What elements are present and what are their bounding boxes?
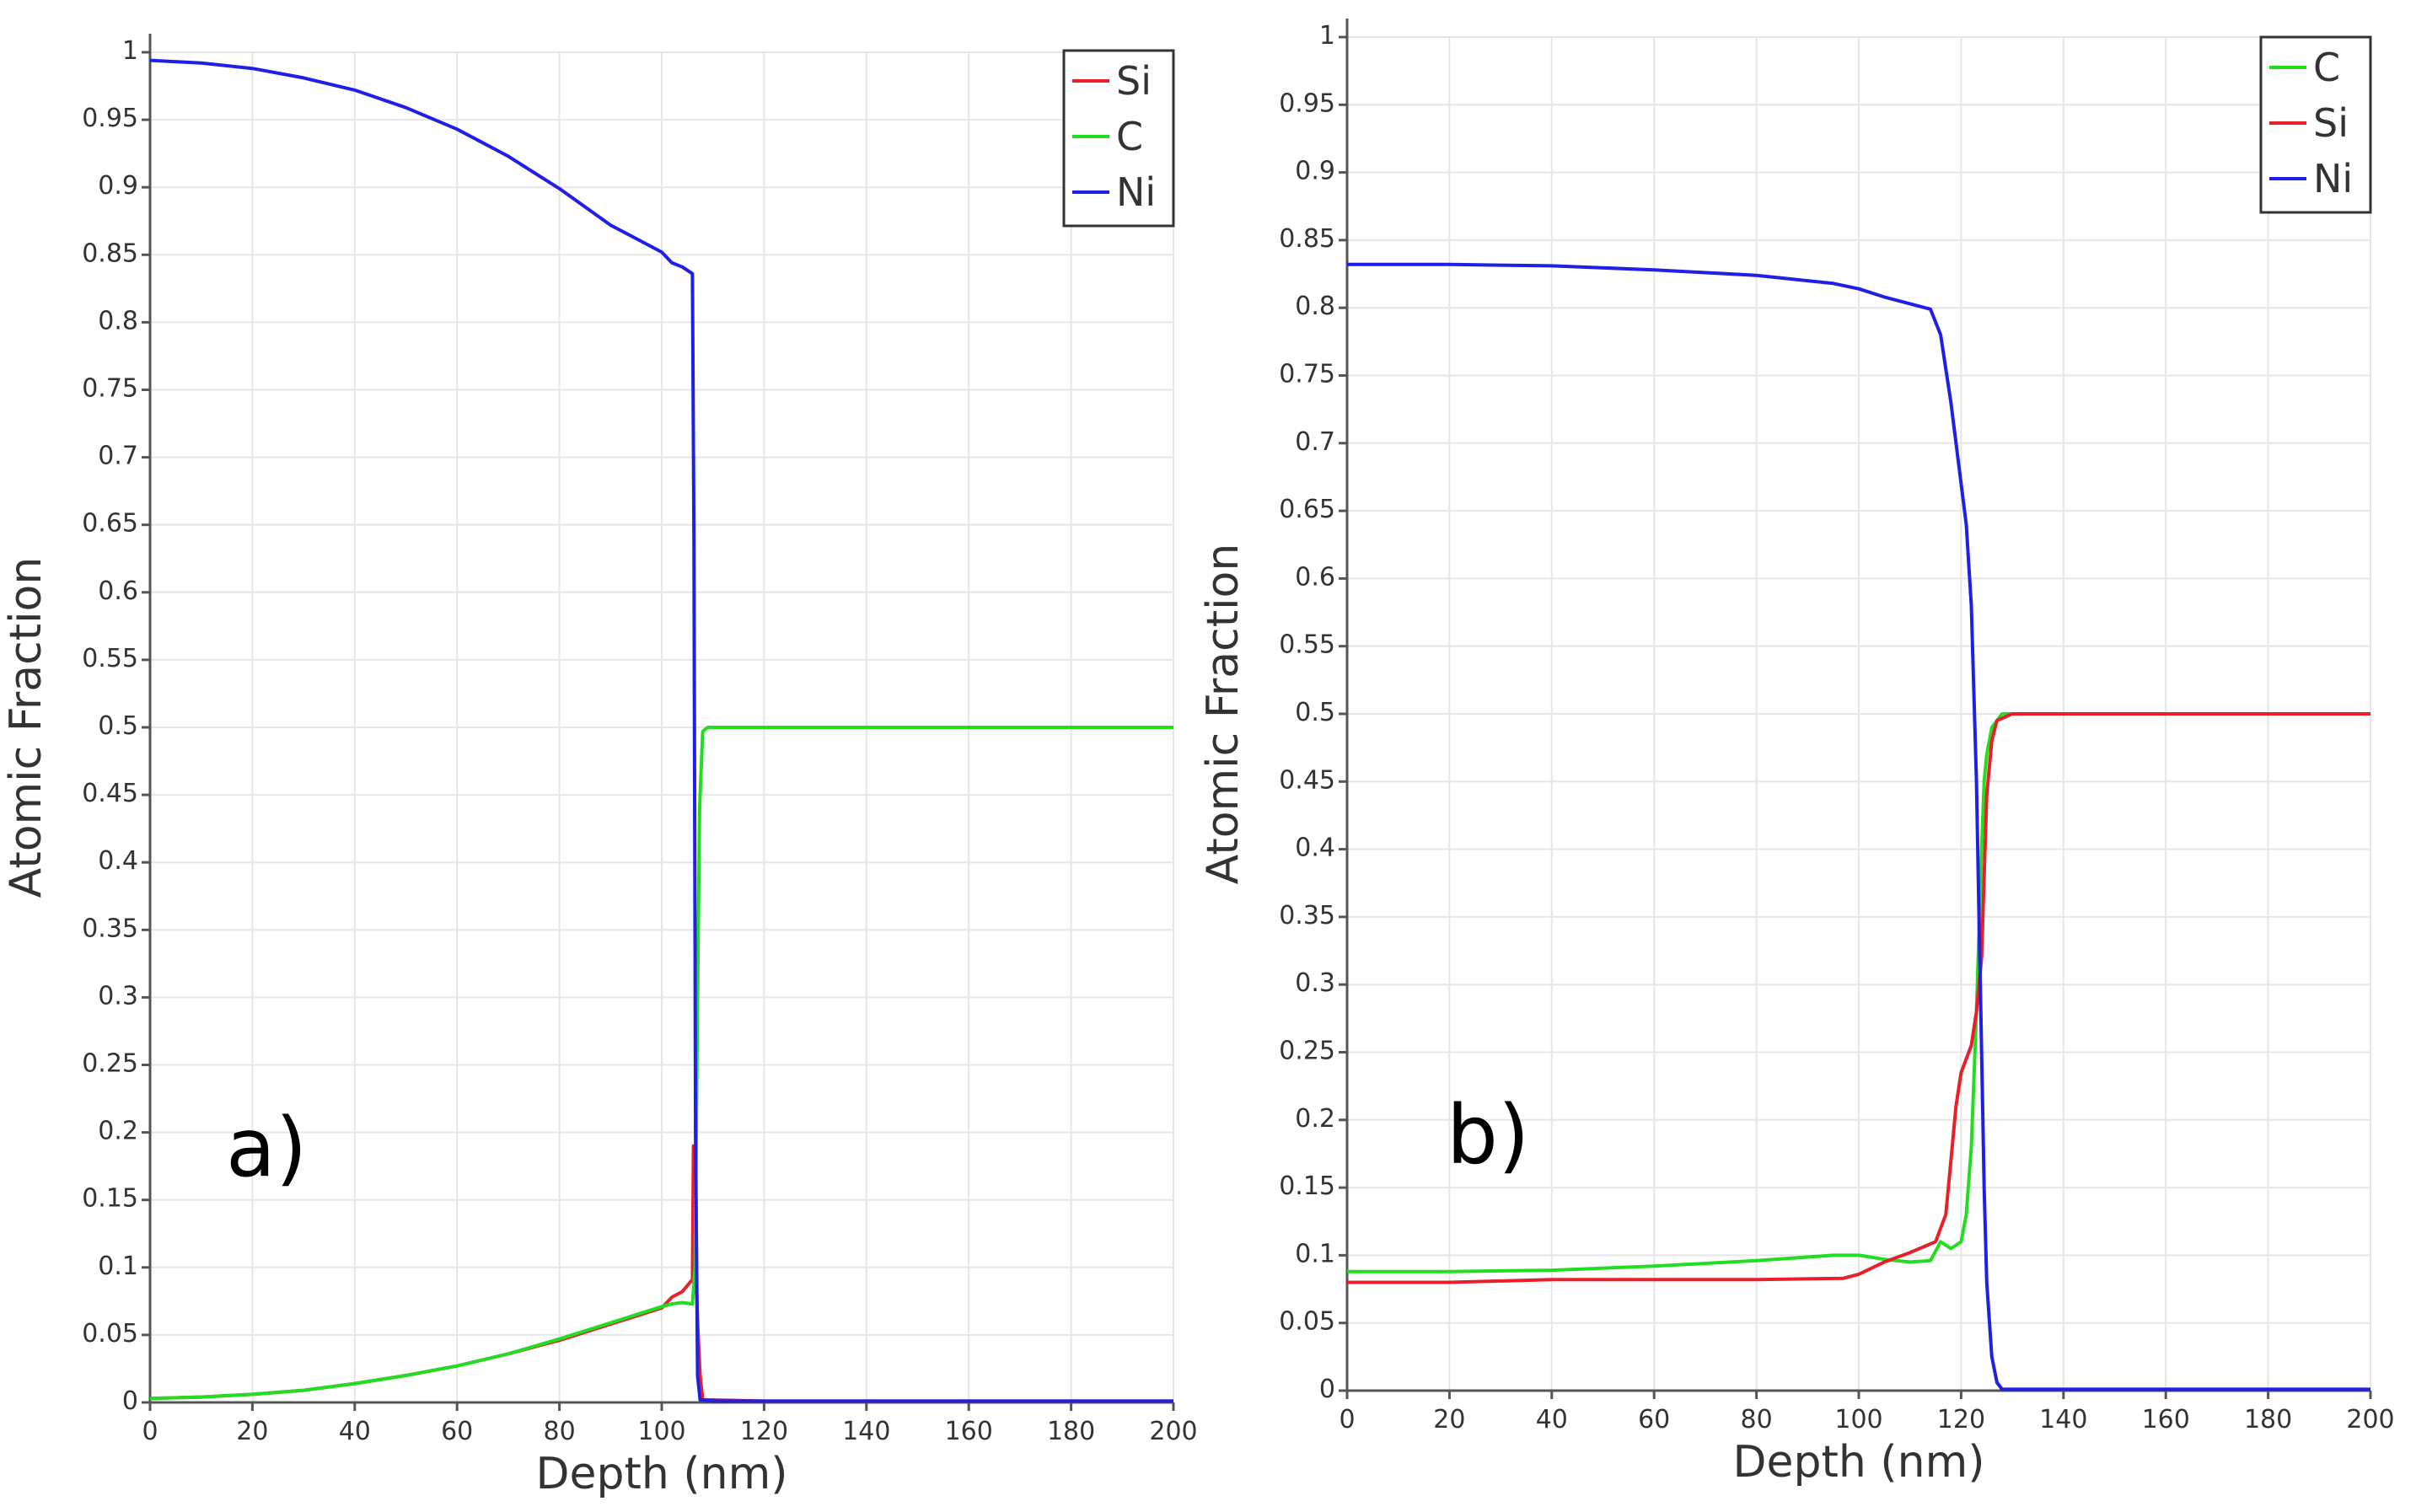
legend-label-ni: Ni: [1116, 169, 1156, 215]
y-tick-label: 0.3: [1295, 968, 1335, 998]
y-axis-title: Atomic Fraction: [1198, 544, 1248, 885]
chart-panel-2: 0 0.05 0.1 0.15 0.2 0.25 0.3 0.35 0.4 0.45 0.5 0.55…: [1198, 19, 2395, 1488]
x-axis-title: Depth (nm): [1732, 1437, 1984, 1488]
y-tick-label: 0.25: [1279, 1037, 1335, 1066]
y-tick-label: 0: [122, 1386, 138, 1416]
y-tick-label: 0.65: [1279, 495, 1335, 524]
x-tick-label: 160: [2142, 1405, 2190, 1434]
x-tick-label: 140: [2039, 1405, 2087, 1434]
y-tick-label: 0.85: [1279, 224, 1335, 254]
y-tick-label: 0.1: [1295, 1239, 1335, 1268]
legend-label-si: Si: [1116, 58, 1152, 104]
y-tick-label: 0.45: [82, 779, 138, 808]
y-tick-label: 0.55: [1279, 630, 1335, 660]
y-tick-label: 0.3: [98, 981, 138, 1011]
y-axis-title: Atomic Fraction: [1, 557, 51, 898]
y-tick-label: 0.55: [82, 644, 138, 673]
x-tick-label: 80: [544, 1417, 576, 1446]
series-line-c: [1347, 712, 2370, 1273]
series-line-ni: [149, 58, 1173, 1403]
y-tick-label: 0.4: [98, 846, 138, 876]
y-tick-label: 0.2: [98, 1117, 138, 1146]
panel-label: b): [1447, 1088, 1529, 1182]
legend-label-si: Si: [2313, 100, 2349, 146]
legend-label-c: C: [1116, 114, 1143, 159]
y-tick-label: 0.95: [82, 104, 138, 133]
y-tick-label: 0.8: [1295, 292, 1335, 321]
legend: C Si Ni: [2259, 35, 2372, 214]
x-tick-label: 20: [236, 1417, 268, 1446]
x-tick-label: 120: [740, 1417, 788, 1446]
y-tick-label: 0.25: [82, 1049, 138, 1079]
x-tick-label: 100: [637, 1417, 685, 1446]
y-tick-label: 0.65: [82, 509, 138, 539]
x-tick-label: 100: [1834, 1405, 1882, 1434]
y-tick-label: 0.05: [1279, 1307, 1335, 1337]
x-tick-label: 160: [945, 1417, 993, 1446]
series-line-si: [1347, 712, 2370, 1284]
y-tick-label: 0.9: [1295, 157, 1335, 186]
y-tick-label: 0.85: [82, 239, 138, 268]
x-tick-label: 60: [441, 1417, 473, 1446]
x-tick-label: 60: [1638, 1405, 1670, 1434]
legend-label-ni: Ni: [2313, 156, 2353, 201]
x-tick-label: 20: [1433, 1405, 1465, 1434]
y-tick-label: 0.95: [1279, 88, 1335, 118]
chart-panel-1: 0 0.05 0.1 0.15 0.2 0.25 0.3 0.35 0.4 0.45 0.5 0.55…: [1, 34, 1198, 1499]
x-tick-label: 200: [2346, 1405, 2394, 1434]
x-tick-label: 40: [339, 1417, 371, 1446]
y-tick-label: 0.1: [98, 1252, 138, 1281]
x-tick-label: 40: [1536, 1405, 1568, 1434]
y-tick-label: 0.05: [82, 1319, 138, 1348]
y-tick-label: 0.9: [98, 171, 138, 201]
legend: Si C Ni: [1062, 49, 1175, 228]
y-tick-label: 0.2: [1295, 1104, 1335, 1134]
x-tick-label: 80: [1741, 1405, 1773, 1434]
x-tick-label: 140: [842, 1417, 890, 1446]
x-tick-label: 120: [1937, 1405, 1985, 1434]
series-line-c: [149, 726, 1173, 1401]
y-tick-label: 0.15: [82, 1184, 138, 1214]
y-tick-label: 0.75: [1279, 360, 1335, 389]
y-tick-label: 0.6: [98, 576, 138, 606]
y-tick-label: 0.8: [98, 306, 138, 335]
legend-label-c: C: [2313, 45, 2340, 90]
y-tick-label: 0.6: [1295, 562, 1335, 592]
x-tick-label: 180: [2244, 1405, 2292, 1434]
y-tick-label: 1: [122, 36, 138, 66]
y-tick-label: 0.5: [98, 711, 138, 741]
x-axis-title: Depth (nm): [535, 1449, 787, 1499]
x-tick-label: 0: [1339, 1405, 1355, 1434]
y-tick-label: 0.5: [1295, 698, 1335, 727]
series-line-ni: [1347, 262, 2370, 1391]
y-tick-label: 0.35: [1279, 901, 1335, 930]
y-tick-label: 0.75: [82, 374, 138, 404]
y-tick-label: 0.4: [1295, 834, 1335, 863]
x-tick-label: 0: [142, 1417, 158, 1446]
y-tick-label: 0.7: [98, 442, 138, 471]
y-tick-label: 0: [1319, 1375, 1335, 1404]
y-tick-label: 1: [1319, 21, 1335, 51]
x-tick-label: 180: [1047, 1417, 1095, 1446]
panel-label: a): [226, 1101, 307, 1195]
y-tick-label: 0.45: [1279, 765, 1335, 795]
x-tick-label: 200: [1149, 1417, 1197, 1446]
y-tick-label: 0.15: [1279, 1172, 1335, 1201]
y-tick-label: 0.7: [1295, 427, 1335, 457]
y-tick-label: 0.35: [82, 914, 138, 943]
